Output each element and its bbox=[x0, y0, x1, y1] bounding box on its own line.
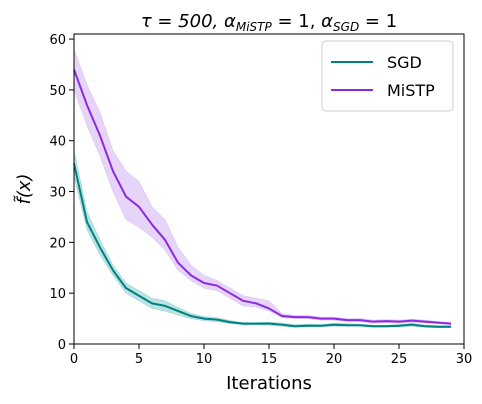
series-line-sgd bbox=[73, 163, 451, 328]
y-tick-label: 10 bbox=[49, 287, 66, 302]
x-axis-ticks: 0 5 10 15 20 25 30 bbox=[70, 344, 472, 367]
x-tick-label: 0 bbox=[70, 352, 78, 367]
x-tick-label: 20 bbox=[326, 352, 343, 367]
y-tick-label: 20 bbox=[49, 236, 66, 251]
x-tick-label: 30 bbox=[456, 352, 473, 367]
legend-label-sgd: SGD bbox=[387, 53, 422, 72]
chart-title: τ = 500, αMiSTP = 1, αSGD = 1 bbox=[141, 11, 397, 34]
y-tick-label: 50 bbox=[49, 84, 66, 99]
series-line-mistp bbox=[73, 69, 452, 325]
x-tick-label: 15 bbox=[261, 352, 278, 367]
y-axis-ticks: 0 10 20 30 40 50 60 bbox=[49, 33, 74, 353]
legend: SGD MiSTP bbox=[321, 40, 454, 112]
x-tick-label: 10 bbox=[196, 352, 213, 367]
y-tick-label: 60 bbox=[49, 33, 66, 48]
band-sgd bbox=[73, 150, 452, 328]
legend-box bbox=[321, 40, 454, 112]
y-axis-label: f̃(x) bbox=[14, 173, 35, 204]
y-tick-label: 0 bbox=[58, 338, 66, 353]
y-tick-label: 40 bbox=[49, 135, 66, 150]
y-tick-label: 30 bbox=[49, 186, 66, 201]
x-tick-label: 25 bbox=[391, 352, 408, 367]
x-axis-label: Iterations bbox=[226, 373, 312, 394]
legend-label-mistp: MiSTP bbox=[387, 81, 435, 100]
confidence-bands bbox=[73, 49, 452, 328]
band-mistp bbox=[73, 49, 452, 325]
series-lines bbox=[73, 69, 452, 328]
x-tick-label: 5 bbox=[135, 352, 143, 367]
